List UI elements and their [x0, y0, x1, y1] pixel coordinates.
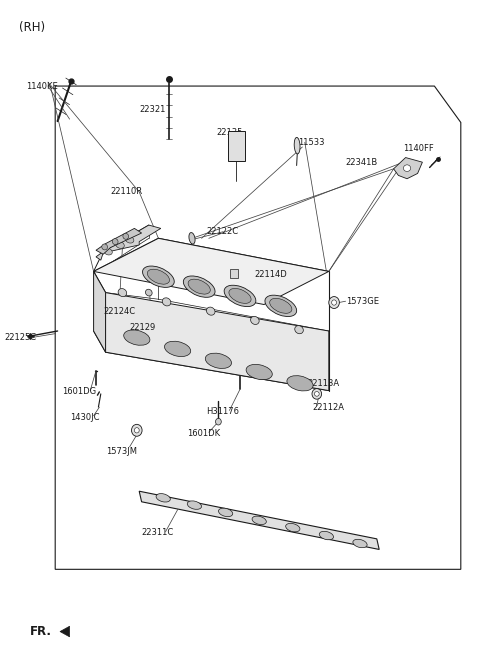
Text: FR.: FR. [30, 625, 52, 638]
Ellipse shape [251, 316, 259, 324]
Text: 1140KE: 1140KE [26, 81, 58, 91]
Text: (RH): (RH) [19, 21, 45, 34]
Text: 22114D: 22114D [254, 270, 287, 279]
Ellipse shape [112, 238, 118, 245]
Text: 22321: 22321 [139, 105, 166, 114]
Ellipse shape [286, 524, 300, 532]
Polygon shape [106, 293, 329, 391]
Ellipse shape [403, 165, 410, 171]
Polygon shape [60, 626, 70, 637]
Ellipse shape [104, 248, 112, 255]
Text: H31176: H31176 [206, 407, 240, 416]
Ellipse shape [147, 269, 169, 284]
Text: 1573JM: 1573JM [106, 447, 137, 456]
Ellipse shape [143, 266, 174, 287]
Ellipse shape [294, 138, 300, 154]
Text: 1601DG: 1601DG [62, 387, 96, 397]
Ellipse shape [118, 289, 127, 297]
Text: 1573GE: 1573GE [346, 297, 379, 306]
Ellipse shape [156, 494, 170, 502]
Ellipse shape [189, 232, 195, 244]
Ellipse shape [187, 501, 202, 509]
Polygon shape [96, 228, 142, 254]
Ellipse shape [188, 279, 210, 294]
Ellipse shape [270, 299, 292, 313]
Polygon shape [230, 269, 238, 278]
Text: 22110R: 22110R [110, 187, 143, 197]
Text: 22113A: 22113A [307, 379, 339, 389]
Polygon shape [94, 271, 106, 352]
Ellipse shape [353, 540, 367, 547]
Ellipse shape [183, 276, 215, 297]
Text: 1430JC: 1430JC [70, 412, 99, 422]
Text: 1601DK: 1601DK [187, 429, 220, 438]
Ellipse shape [319, 532, 334, 540]
Text: 22124C: 22124C [103, 307, 135, 316]
Ellipse shape [134, 428, 139, 433]
Text: 22122C: 22122C [206, 227, 239, 236]
Polygon shape [96, 225, 161, 260]
Ellipse shape [314, 391, 319, 396]
Text: 1140FF: 1140FF [403, 144, 434, 154]
Polygon shape [228, 131, 245, 161]
Ellipse shape [329, 297, 339, 308]
Ellipse shape [332, 300, 336, 305]
Text: 22129: 22129 [130, 323, 156, 332]
Ellipse shape [206, 307, 215, 315]
Ellipse shape [205, 353, 231, 369]
Text: 22311C: 22311C [142, 528, 174, 538]
Ellipse shape [287, 375, 313, 391]
Ellipse shape [124, 330, 150, 346]
Text: 22125C: 22125C [5, 333, 37, 342]
Text: 22135: 22135 [216, 128, 242, 137]
Ellipse shape [265, 295, 297, 316]
Ellipse shape [312, 389, 322, 399]
Text: 11533: 11533 [298, 138, 324, 147]
Ellipse shape [132, 424, 142, 436]
Polygon shape [139, 491, 379, 549]
Ellipse shape [216, 418, 221, 425]
Ellipse shape [162, 298, 171, 306]
Ellipse shape [218, 508, 233, 516]
Ellipse shape [145, 289, 152, 296]
Ellipse shape [165, 341, 191, 357]
Polygon shape [394, 158, 422, 179]
Ellipse shape [116, 242, 124, 248]
Text: 22341B: 22341B [346, 158, 378, 167]
Ellipse shape [125, 236, 134, 243]
Ellipse shape [123, 233, 129, 240]
Text: 22112A: 22112A [312, 402, 344, 412]
Ellipse shape [252, 516, 266, 524]
Ellipse shape [229, 289, 251, 303]
Ellipse shape [102, 244, 108, 250]
Polygon shape [94, 238, 329, 305]
Ellipse shape [224, 285, 256, 307]
Ellipse shape [246, 364, 272, 380]
Ellipse shape [295, 326, 303, 334]
